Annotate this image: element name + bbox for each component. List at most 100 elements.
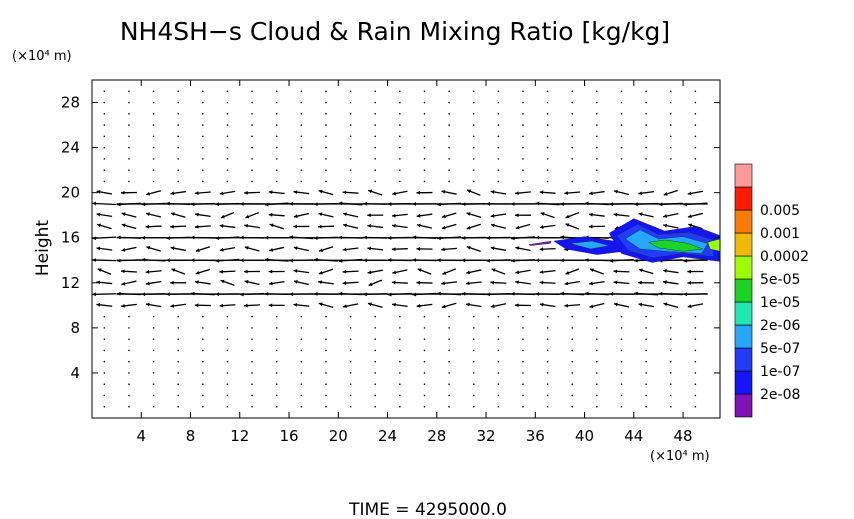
wind-arrow — [490, 213, 507, 218]
wind-arrow — [220, 279, 235, 286]
wind-dot — [596, 315, 598, 318]
wind-arrow — [392, 190, 408, 196]
wind-arrow — [514, 213, 531, 218]
wind-arrow — [145, 212, 162, 218]
wind-dot — [152, 315, 155, 318]
wind-dot — [423, 405, 426, 408]
wind-dot — [571, 349, 574, 352]
wind-dot — [596, 158, 598, 160]
wind-dot — [423, 360, 426, 363]
wind-dot — [399, 124, 401, 126]
wind-arrow — [515, 280, 531, 285]
wind-arrow-head — [245, 214, 250, 219]
wind-arrow — [391, 280, 408, 285]
wind-dot — [694, 315, 697, 318]
wind-arrow-head — [317, 224, 322, 229]
wind-arrow-head — [219, 191, 224, 196]
wind-dot — [546, 169, 549, 171]
wind-dot — [349, 315, 352, 318]
wind-dot — [349, 169, 352, 171]
wind-dot — [325, 360, 327, 363]
wind-dot — [472, 169, 475, 171]
wind-dot — [202, 338, 204, 340]
wind-dot — [694, 158, 697, 160]
wind-dot — [374, 383, 377, 386]
wind-arrow — [564, 191, 581, 195]
wind-arrow-head — [146, 246, 151, 250]
wind-dot — [497, 394, 500, 397]
colorbar-label: 5e-05 — [760, 272, 800, 288]
wind-arrow-head — [564, 303, 568, 308]
wind-arrow — [145, 224, 162, 229]
wind-arrow-head — [219, 303, 224, 308]
wind-dot — [251, 180, 253, 183]
wind-dot — [275, 338, 278, 340]
wind-dot — [620, 169, 623, 171]
wind-dot — [448, 124, 450, 126]
colorbar-swatch — [734, 278, 753, 303]
wind-dot — [694, 405, 697, 408]
wind-dot — [202, 158, 204, 160]
wind-arrow-head — [539, 270, 544, 274]
wind-dot — [620, 158, 623, 160]
wind-dot — [374, 327, 377, 329]
wind-arrow — [540, 212, 555, 219]
y-tick-label: 16 — [61, 229, 80, 247]
wind-arrow — [120, 269, 137, 274]
wind-dot — [472, 349, 475, 352]
wind-dot — [546, 360, 549, 363]
wind-dot — [152, 124, 155, 126]
wind-dot — [669, 113, 672, 115]
wind-arrow — [466, 189, 481, 196]
wind-dot — [202, 124, 204, 126]
colorbar-swatch — [734, 324, 753, 349]
wind-arrow — [638, 302, 654, 308]
wind-arrow — [441, 281, 458, 286]
wind-arrow — [244, 190, 261, 195]
wind-dot — [152, 146, 155, 149]
wind-arrow — [318, 246, 334, 253]
wind-dot — [128, 315, 130, 318]
wind-dot — [152, 101, 155, 104]
wind-arrow — [588, 224, 605, 229]
wind-dot — [423, 315, 426, 318]
wind-arrow — [441, 223, 457, 230]
wind-arrow-head — [170, 304, 175, 308]
wind-dot — [669, 327, 672, 329]
wind-arrow-head — [441, 281, 445, 286]
wind-arrow-head — [293, 302, 298, 307]
wind-dot — [472, 394, 475, 397]
wind-dot — [596, 101, 598, 104]
wind-dot — [275, 315, 278, 318]
wind-dot — [472, 124, 475, 126]
wind-dot — [571, 90, 574, 93]
wind-arrow — [663, 302, 679, 308]
wind-arrow-head — [342, 304, 347, 309]
wind-dot — [226, 360, 229, 363]
wind-dot — [448, 338, 450, 340]
wind-arrow-head — [565, 271, 570, 275]
wind-arrow — [663, 213, 679, 218]
wind-arrow — [687, 269, 704, 274]
wind-arrow-head — [97, 223, 102, 228]
wind-arrow-head — [97, 268, 102, 272]
wind-dot — [620, 338, 623, 340]
wind-dot — [497, 338, 500, 340]
x-tick-label: 8 — [186, 427, 196, 445]
wind-dot — [103, 405, 106, 408]
wind-arrow-head — [170, 280, 174, 285]
wind-arrow-head — [663, 223, 667, 228]
wind-arrow — [466, 245, 481, 252]
wind-dot — [374, 124, 377, 126]
wind-dot — [546, 124, 549, 126]
wind-arrow — [391, 223, 408, 229]
wind-arrow-head — [466, 212, 471, 216]
wind-dot — [325, 90, 327, 93]
wind-arrow-head — [490, 246, 495, 251]
wind-dot — [103, 180, 106, 183]
wind-dot — [251, 405, 253, 408]
wind-dot — [300, 135, 303, 138]
wind-arrow-head — [195, 280, 199, 285]
x-tick-label: 36 — [526, 427, 545, 445]
wind-arrow-head — [121, 248, 126, 252]
